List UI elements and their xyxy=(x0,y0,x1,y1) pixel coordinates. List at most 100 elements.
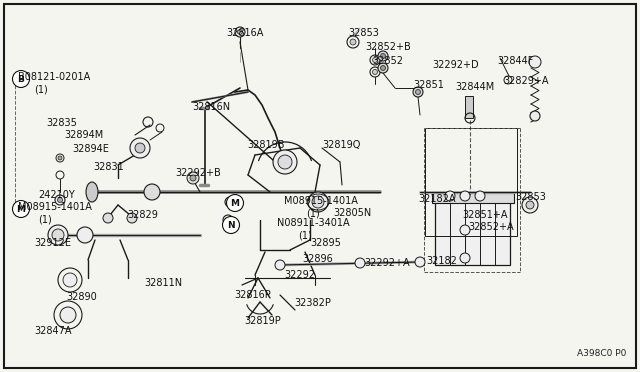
Circle shape xyxy=(372,70,378,74)
Circle shape xyxy=(273,150,297,174)
Text: 32851: 32851 xyxy=(413,80,444,90)
Text: 32852+B: 32852+B xyxy=(365,42,411,52)
Bar xyxy=(465,96,473,118)
Circle shape xyxy=(58,198,63,202)
Text: (1): (1) xyxy=(34,84,48,94)
Text: A398C0 P0: A398C0 P0 xyxy=(577,349,626,358)
Text: (1): (1) xyxy=(306,208,320,218)
Circle shape xyxy=(378,63,388,73)
Text: 32896: 32896 xyxy=(302,254,333,264)
Circle shape xyxy=(187,172,199,184)
Text: B: B xyxy=(17,74,24,83)
Text: 32852: 32852 xyxy=(372,56,403,66)
Circle shape xyxy=(460,225,470,235)
Text: 32912E: 32912E xyxy=(34,238,71,248)
Circle shape xyxy=(275,260,285,270)
Circle shape xyxy=(60,307,76,323)
Text: 32182A: 32182A xyxy=(418,194,456,204)
Circle shape xyxy=(445,191,455,201)
Circle shape xyxy=(350,39,356,45)
Text: 32831: 32831 xyxy=(93,162,124,172)
Circle shape xyxy=(530,111,540,121)
Circle shape xyxy=(475,191,485,201)
Text: 32382P: 32382P xyxy=(294,298,331,308)
Circle shape xyxy=(103,213,113,223)
Text: 32847A: 32847A xyxy=(34,326,72,336)
Text: 32811N: 32811N xyxy=(144,278,182,288)
Text: 32835: 32835 xyxy=(46,118,77,128)
Text: 32829: 32829 xyxy=(127,210,158,220)
Circle shape xyxy=(460,191,470,201)
Text: 32844F: 32844F xyxy=(497,56,533,66)
Circle shape xyxy=(190,175,196,181)
Circle shape xyxy=(529,56,541,68)
Circle shape xyxy=(504,76,512,84)
Bar xyxy=(432,193,514,203)
Circle shape xyxy=(52,229,64,241)
Circle shape xyxy=(225,197,235,207)
Circle shape xyxy=(413,87,423,97)
Circle shape xyxy=(227,195,243,212)
Text: 32182: 32182 xyxy=(426,256,457,266)
Text: 32292+D: 32292+D xyxy=(432,60,479,70)
Circle shape xyxy=(237,29,243,35)
Text: 32894M: 32894M xyxy=(64,130,103,140)
Text: N08911-3401A: N08911-3401A xyxy=(277,218,349,228)
Text: 32844M: 32844M xyxy=(455,82,494,92)
Text: 32292+A: 32292+A xyxy=(364,258,410,268)
Text: 32853: 32853 xyxy=(515,192,546,202)
Text: B08121-0201A: B08121-0201A xyxy=(18,72,90,82)
Text: (1): (1) xyxy=(298,230,312,240)
Text: 32829+A: 32829+A xyxy=(503,76,548,86)
Circle shape xyxy=(355,258,365,268)
Text: N: N xyxy=(227,221,235,230)
Circle shape xyxy=(223,215,233,225)
Text: 32292+B: 32292+B xyxy=(175,168,221,178)
Circle shape xyxy=(13,71,29,87)
Circle shape xyxy=(127,213,137,223)
Text: 32894E: 32894E xyxy=(72,144,109,154)
Text: 32805N: 32805N xyxy=(333,208,371,218)
Text: M: M xyxy=(230,199,239,208)
Circle shape xyxy=(223,217,239,234)
Circle shape xyxy=(130,138,150,158)
Circle shape xyxy=(460,253,470,263)
Ellipse shape xyxy=(86,182,98,202)
Circle shape xyxy=(381,54,385,58)
Circle shape xyxy=(58,156,62,160)
Text: 32816A: 32816A xyxy=(226,28,264,38)
Circle shape xyxy=(526,201,534,209)
Circle shape xyxy=(144,184,160,200)
Circle shape xyxy=(381,65,385,71)
Text: 32819P: 32819P xyxy=(244,316,281,326)
Circle shape xyxy=(63,273,77,287)
Circle shape xyxy=(522,197,538,213)
Text: 32816N: 32816N xyxy=(192,102,230,112)
Bar xyxy=(425,128,517,236)
Circle shape xyxy=(48,225,68,245)
Text: 32853: 32853 xyxy=(348,28,379,38)
Text: 32890: 32890 xyxy=(66,292,97,302)
Circle shape xyxy=(77,227,93,243)
Text: 24210Y: 24210Y xyxy=(38,190,75,200)
Text: 32816P: 32816P xyxy=(234,290,271,300)
Text: M: M xyxy=(17,205,26,214)
Circle shape xyxy=(308,192,328,212)
Text: M08915-1401A: M08915-1401A xyxy=(18,202,92,212)
Circle shape xyxy=(372,58,378,62)
Circle shape xyxy=(55,195,65,205)
Circle shape xyxy=(415,257,425,267)
Text: 32819Q: 32819Q xyxy=(322,140,360,150)
Circle shape xyxy=(278,155,292,169)
Text: 32819B: 32819B xyxy=(247,140,285,150)
Text: 32292: 32292 xyxy=(284,270,315,280)
Circle shape xyxy=(415,90,420,94)
Text: 32852+A: 32852+A xyxy=(468,222,514,232)
Circle shape xyxy=(378,51,388,61)
Circle shape xyxy=(13,201,29,218)
Bar xyxy=(435,200,510,265)
Text: 32851+A: 32851+A xyxy=(462,210,508,220)
Text: 32895: 32895 xyxy=(310,238,341,248)
Circle shape xyxy=(312,196,324,208)
Text: M08915-1401A: M08915-1401A xyxy=(284,196,358,206)
